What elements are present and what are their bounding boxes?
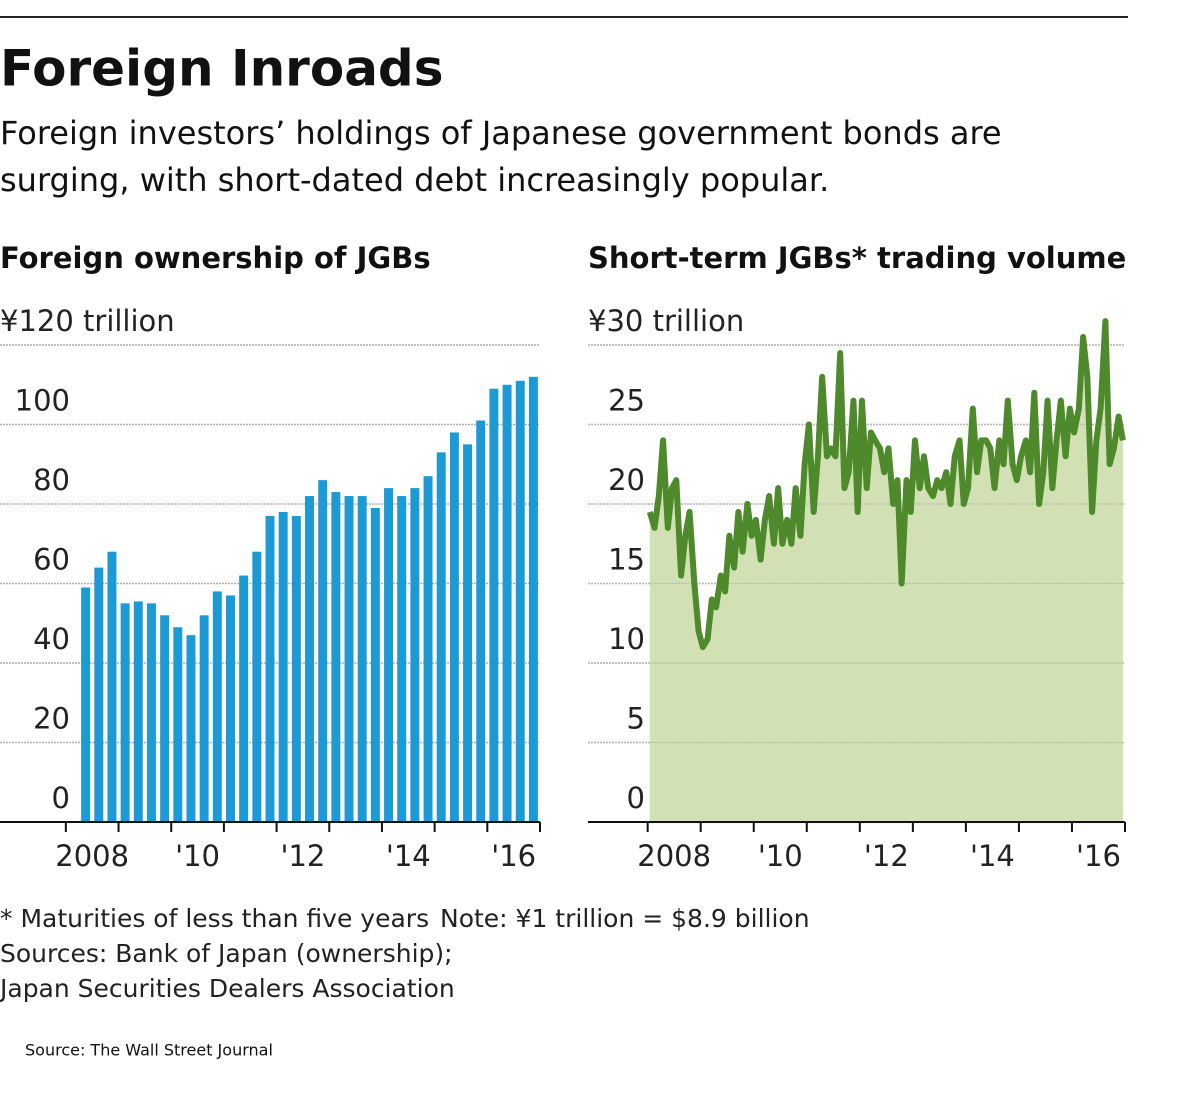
bar — [384, 488, 394, 822]
bar — [357, 496, 367, 822]
y-tick-label: ¥30 trillion — [588, 304, 744, 338]
x-tick-label: '14 — [386, 839, 431, 873]
y-tick-label: 80 — [33, 463, 70, 497]
bar — [226, 595, 235, 822]
bar — [160, 615, 170, 822]
bar — [318, 480, 328, 822]
y-tick-label: 0 — [627, 781, 645, 815]
bar — [331, 492, 341, 822]
bar — [94, 567, 104, 822]
y-tick-label: 100 — [15, 384, 70, 418]
bar — [133, 601, 143, 822]
x-tick-label: '12 — [864, 839, 909, 873]
bar — [463, 444, 473, 822]
bar — [410, 488, 420, 822]
x-tick-label: '16 — [491, 839, 536, 873]
x-tick-label: 2008 — [55, 839, 129, 873]
x-tick-label: '10 — [175, 839, 220, 873]
bar — [489, 388, 499, 822]
footnote: Japan Securities Dealers Association — [0, 974, 455, 1003]
x-tick-label: '14 — [970, 839, 1015, 873]
bar — [291, 515, 301, 822]
headline: Foreign Inroads — [0, 40, 443, 98]
bar — [186, 635, 196, 822]
chart-title: Foreign ownership of JGBs — [0, 241, 431, 275]
subtitle: Foreign investors’ holdings of Japanese … — [0, 114, 1002, 152]
chart-title: Short-term JGBs* trading volume — [588, 241, 1126, 275]
y-tick-label: 10 — [608, 622, 645, 656]
subtitle: surging, with short-dated debt increasin… — [0, 161, 829, 199]
y-tick-label: 0 — [52, 781, 70, 815]
x-tick-label: 2008 — [637, 839, 711, 873]
x-tick-label: '10 — [758, 839, 803, 873]
bar — [252, 551, 262, 822]
footnote: Note: ¥1 trillion = $8.9 billion — [440, 904, 810, 933]
area-fill — [649, 321, 1123, 822]
bar — [436, 452, 446, 822]
bar — [515, 380, 525, 822]
bar — [528, 376, 538, 822]
bar — [502, 384, 512, 822]
y-tick-label: 5 — [627, 702, 645, 736]
bar — [265, 515, 275, 822]
bar — [199, 615, 209, 822]
bar — [423, 476, 433, 822]
x-tick-label: '16 — [1076, 839, 1121, 873]
bar — [120, 603, 130, 822]
bar — [107, 551, 117, 822]
bar — [146, 603, 156, 822]
line — [646, 318, 1126, 651]
bar — [212, 591, 222, 822]
bar — [397, 496, 407, 822]
source: Source: The Wall Street Journal — [25, 1041, 273, 1060]
y-tick-label: 20 — [608, 463, 645, 497]
footnote: * Maturities of less than five years — [0, 904, 429, 933]
y-tick-label: 15 — [608, 543, 645, 577]
bar — [449, 432, 459, 822]
y-tick-label: 20 — [33, 702, 70, 736]
bar — [173, 627, 183, 822]
bar — [305, 496, 314, 822]
footnote: Sources: Bank of Japan (ownership); — [0, 939, 453, 968]
bar — [278, 511, 288, 822]
bar — [344, 496, 354, 822]
y-tick-label: 25 — [608, 384, 645, 418]
x-tick-label: '12 — [280, 839, 325, 873]
y-tick-label: 40 — [33, 622, 70, 656]
y-tick-label: 60 — [33, 543, 70, 577]
bar — [81, 587, 91, 822]
bar — [239, 575, 249, 822]
y-tick-label: ¥120 trillion — [0, 304, 175, 338]
bar — [370, 507, 380, 822]
bar — [476, 420, 486, 822]
